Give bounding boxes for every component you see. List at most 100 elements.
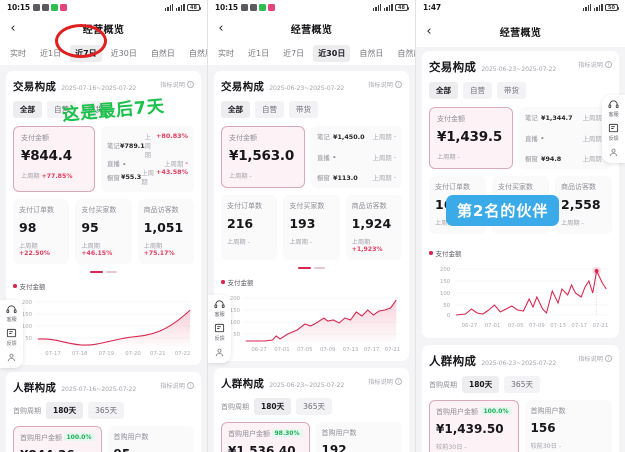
cohort-value: 192: [321, 443, 347, 452]
dock-feedback[interactable]: 反馈: [214, 323, 225, 342]
tab-natural-week[interactable]: 自然周: [397, 48, 415, 58]
kpi-compare: 上周期 +46.15%: [81, 241, 126, 257]
first-purchase-period-row: 首购周期 180天 365天: [221, 398, 402, 415]
back-icon[interactable]: ‹: [10, 20, 16, 36]
period-180[interactable]: 180天: [462, 376, 500, 393]
breakdown-value: -: [541, 134, 544, 142]
tab-30day[interactable]: 近30日: [110, 48, 137, 58]
chip-self[interactable]: 自营: [463, 82, 492, 99]
crowd-metric-help[interactable]: 指标说明 i: [368, 377, 402, 386]
kpi-value: 1,924: [351, 216, 392, 231]
kpi-payment-amount[interactable]: 支付金额 ¥844.4 上周期 +77.85%: [13, 126, 95, 192]
carousel-pager[interactable]: [13, 271, 194, 273]
period-180[interactable]: 180天: [46, 402, 84, 419]
panel-right: 1:47 50 ‹ 经营概览 交易构成 2025-06-23~2025-07-2…: [416, 0, 625, 452]
kpi-payment-amount[interactable]: 支付金额 ¥1,563.0 上周期 -: [221, 126, 305, 188]
kpi-paid-buyers[interactable]: 支付买家数 95 上周期 +46.15%: [75, 199, 132, 264]
tab-natural-week[interactable]: 自然周: [188, 48, 207, 58]
dock-feedback[interactable]: 反馈: [6, 328, 17, 347]
info-icon: i: [605, 61, 612, 68]
chip-affiliate[interactable]: 带货: [497, 82, 526, 99]
carousel-pager[interactable]: [221, 267, 402, 269]
dock-profile[interactable]: [6, 352, 17, 363]
tab-realtime[interactable]: 实时: [10, 48, 26, 58]
breakdown-compare-label: 上周期: [582, 114, 602, 122]
kpi-payment-amount[interactable]: 支付金额 ¥1,439.5 上周期 -: [429, 107, 513, 169]
chip-all[interactable]: 全部: [13, 101, 42, 118]
kpi-compare-label: 上周期: [435, 220, 454, 227]
status-right: 48: [164, 4, 202, 11]
cohort-first-purchase-amount[interactable]: 首购用户金额 100.0% ¥844.36 较前7日 +79.48%: [13, 426, 102, 452]
payment-amount-chart: 200 150 100 50 07-17 07-18 07-19 07-20 0…: [13, 294, 194, 358]
breakdown-compare: 上周期 -: [373, 173, 396, 182]
tab-realtime[interactable]: 实时: [218, 48, 234, 58]
cohort-first-purchase-amount[interactable]: 首购用户金额 100.0% ¥1,439.50 较前30日 -: [429, 400, 519, 452]
ytick-100: 100: [22, 324, 33, 330]
cohort-value: ¥1,439.50: [436, 422, 504, 436]
pager-dot-active[interactable]: [298, 267, 311, 269]
xtick: 07-21: [593, 323, 609, 329]
dock-feedback[interactable]: 反馈: [608, 123, 619, 142]
ytick-0: 0: [447, 313, 451, 319]
tab-30day[interactable]: 近30日: [313, 44, 351, 62]
cohort-first-purchase-users[interactable]: 首购用户数 192 较前30日 -: [315, 422, 402, 452]
floating-dock: 客服 反馈: [602, 95, 625, 163]
xtick: 07-17: [364, 347, 379, 353]
tab-1day[interactable]: 近1日: [248, 48, 270, 58]
cohort-first-purchase-users[interactable]: 首购用户数 95 较前7日 +48.44%: [107, 426, 194, 452]
period-365[interactable]: 365天: [88, 402, 124, 419]
chip-affiliate[interactable]: 带货: [289, 101, 318, 118]
metric-help[interactable]: 指标说明 i: [578, 60, 612, 69]
chip-affiliate[interactable]: 带货: [81, 101, 110, 118]
dock-customer-service[interactable]: 客服: [608, 99, 619, 118]
tab-natural-day[interactable]: 自然日: [359, 48, 384, 58]
tab-natural-day[interactable]: 自然日: [150, 48, 175, 58]
crowd-metric-help[interactable]: 指标说明 i: [160, 381, 194, 390]
chip-self[interactable]: 自营: [255, 101, 284, 118]
metric-help-label: 指标说明: [368, 82, 393, 89]
kpi-product-visitors[interactable]: 商品访客数 1,924 上周期 +1,923%: [345, 195, 402, 260]
crowd-metric-help-label: 指标说明: [368, 379, 393, 386]
xtick: 07-09: [320, 347, 336, 353]
ytick-100: 100: [230, 320, 241, 326]
chip-all[interactable]: 全部: [221, 101, 250, 118]
crowd-metric-help[interactable]: 指标说明 i: [578, 354, 612, 363]
period-180[interactable]: 180天: [254, 398, 292, 415]
kpi-paid-orders[interactable]: 支付订单数 98 上周期 +22.50%: [13, 199, 70, 264]
period-label: 首购周期: [13, 406, 41, 415]
pager-dot-active[interactable]: [90, 271, 103, 273]
app-icon-1: [32, 4, 40, 11]
breakdown-delta: +43.58%: [156, 168, 188, 176]
tab-7day[interactable]: 近7日: [70, 44, 102, 62]
xtick: 07-17: [571, 323, 587, 329]
back-icon[interactable]: ‹: [218, 20, 224, 36]
chart-highlight-point[interactable]: [594, 269, 599, 273]
status-time: 10:15: [7, 3, 30, 12]
kpi-label: 支付买家数: [289, 202, 325, 210]
nav-bar: ‹ 经营概览: [208, 15, 415, 41]
metric-help[interactable]: 指标说明 i: [160, 80, 194, 89]
dock-profile[interactable]: [214, 347, 225, 358]
chip-self[interactable]: 自营: [47, 101, 76, 118]
kpi-paid-buyers[interactable]: 支付买家数 193 上周期 -: [283, 195, 340, 260]
kpi-paid-orders[interactable]: 支付订单数 216 上周期 -: [221, 195, 278, 260]
cohort-first-purchase-users[interactable]: 首购用户数 156 较前30日 -: [524, 400, 612, 452]
tab-1day[interactable]: 近1日: [40, 48, 62, 58]
breakdown-compare: 上周期 +43.58%: [141, 168, 188, 186]
dock-customer-service[interactable]: 客服: [214, 299, 225, 318]
tab-7day[interactable]: 近7日: [283, 48, 305, 58]
cohort-first-purchase-amount[interactable]: 首购用户金额 98.30% ¥1,536.40 较前30日 -: [221, 422, 310, 452]
dock-profile[interactable]: [608, 147, 619, 158]
pager-dot[interactable]: [314, 267, 325, 269]
chip-all[interactable]: 全部: [429, 82, 458, 99]
dock-customer-service[interactable]: 客服: [6, 304, 17, 323]
metric-help[interactable]: 指标说明 i: [368, 80, 402, 89]
back-icon[interactable]: ‹: [426, 23, 432, 39]
kpi-product-visitors[interactable]: 商品访客数 1,051 上周期 +75.17%: [137, 199, 194, 264]
kpi-product-visitors[interactable]: 商品访客数 2,558 上周期 -: [555, 176, 612, 234]
pager-dot[interactable]: [106, 271, 117, 273]
app-icon-4: [267, 4, 275, 11]
trade-composition-card: 交易构成 2025-07-16~2025-07-22 指标说明 i 全部 自营 …: [6, 71, 201, 365]
period-365[interactable]: 365天: [296, 398, 332, 415]
period-365[interactable]: 365天: [504, 376, 540, 393]
